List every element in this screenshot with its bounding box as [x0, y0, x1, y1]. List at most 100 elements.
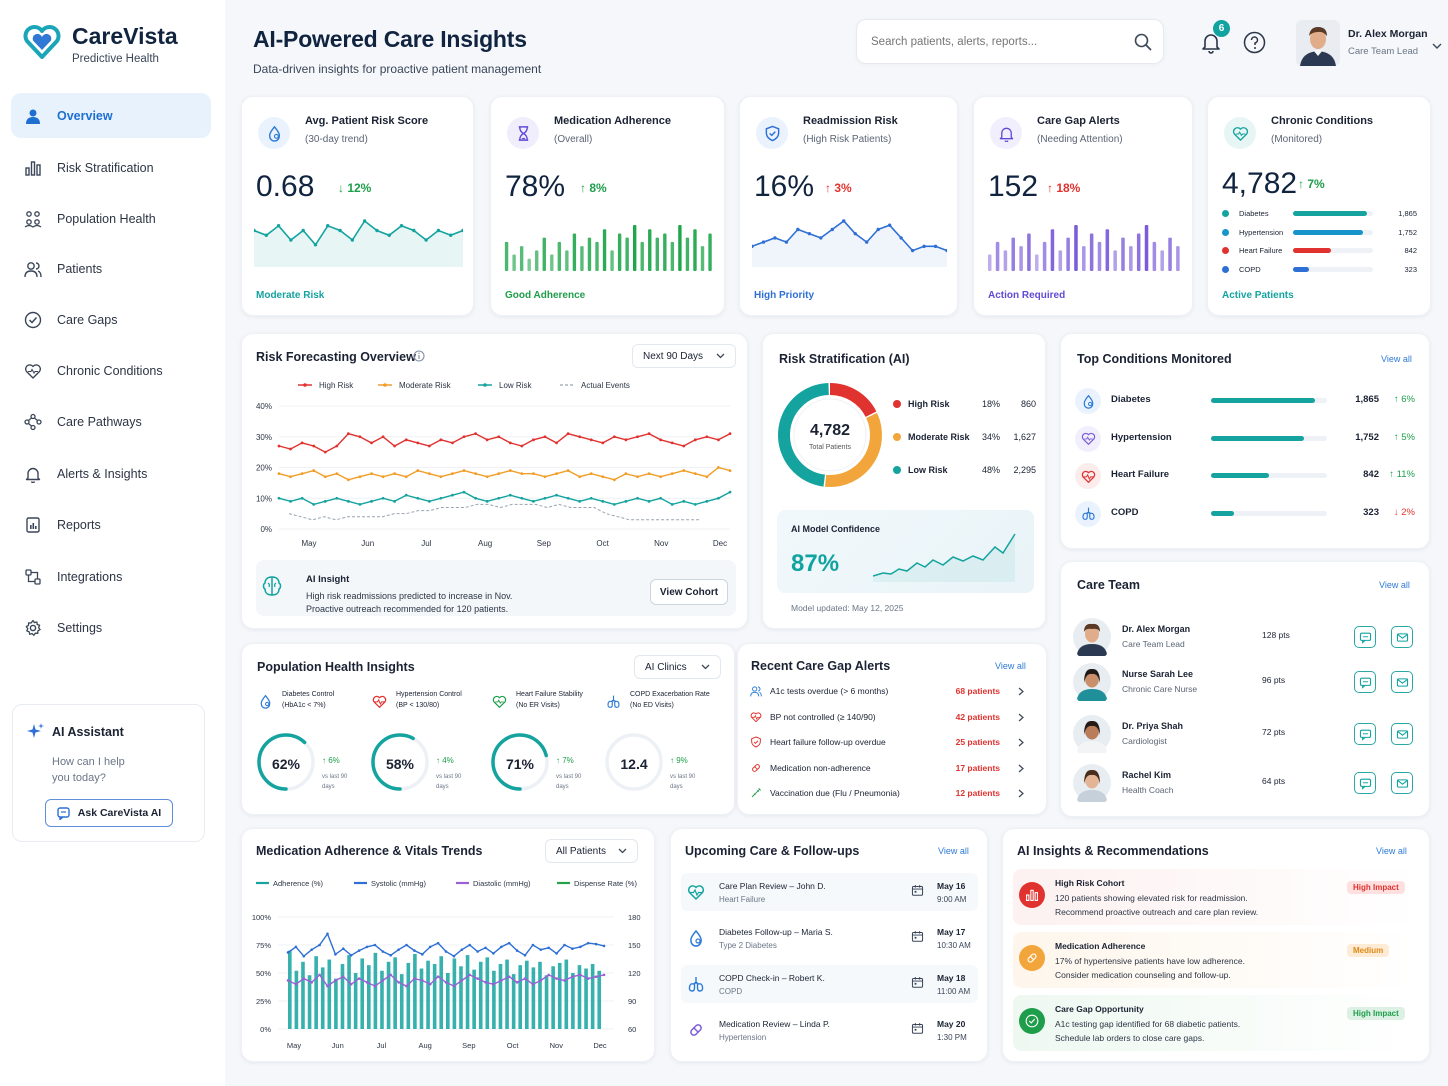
search-bar[interactable]	[856, 19, 1164, 64]
series-point	[365, 945, 369, 949]
series-point	[404, 475, 408, 479]
ai-recs-view-all[interactable]: View all	[1376, 846, 1407, 856]
sidebar-item-population-health[interactable]: Population Health	[11, 196, 211, 241]
adherence-bar	[577, 965, 582, 1029]
chronic-mini-value: 842	[1404, 246, 1417, 255]
chevron-right-icon[interactable]	[1018, 738, 1024, 747]
email-button[interactable]	[1391, 772, 1413, 794]
message-button[interactable]	[1354, 772, 1376, 794]
chevron-right-icon[interactable]	[1018, 789, 1024, 798]
followup-row[interactable]	[681, 919, 978, 957]
message-button[interactable]	[1354, 723, 1376, 745]
metric-note: vs last 90 days	[670, 774, 696, 790]
population-filter-select[interactable]: AI Clinics	[634, 655, 721, 679]
series-point	[659, 496, 663, 500]
series-point	[670, 472, 674, 476]
series-line-high-risk	[278, 432, 731, 453]
kpi-card-avg-patient-risk-score[interactable]: Avg. Patient Risk Score (30-day trend) 0.6…	[241, 96, 474, 316]
followup-row[interactable]	[681, 873, 978, 911]
recommendation-row[interactable]	[1013, 932, 1417, 988]
adherence-bar	[511, 974, 516, 1029]
page-subtitle: Data-driven insights for proactive patie…	[253, 62, 542, 76]
series-point	[497, 435, 501, 439]
metric-ring	[605, 733, 663, 791]
series-point	[563, 979, 566, 982]
followup-row[interactable]	[681, 965, 978, 1003]
patients-filter-select[interactable]: All Patients	[545, 839, 638, 863]
email-button[interactable]	[1391, 723, 1413, 745]
chevron-right-icon[interactable]	[1018, 713, 1024, 722]
kpi-card-readmission-risk[interactable]: Readmission Risk (High Risk Patients) 16% ↑…	[739, 96, 958, 316]
spark-bar	[670, 241, 675, 271]
recommendation-row[interactable]	[1013, 995, 1417, 1051]
search-input[interactable]	[871, 31, 1111, 53]
series-point	[404, 493, 408, 497]
spark-bar	[1035, 254, 1039, 271]
gap-alert-text: Medication non-adherence	[770, 762, 871, 773]
kpi-card-medication-adherence[interactable]: Medication Adherence (Overall) 78% ↑ 8% Good…	[490, 96, 725, 316]
condition-fill	[1211, 473, 1269, 478]
message-button[interactable]	[1354, 626, 1376, 648]
top-conditions-view-all[interactable]: View all	[1381, 354, 1412, 364]
series-point	[589, 472, 593, 476]
ai-insight-box: AI Insight High risk readmissions predic…	[256, 560, 736, 616]
message-button[interactable]	[1354, 671, 1376, 693]
spark-bar	[1129, 246, 1133, 271]
sidebar-item-overview[interactable]: Overview	[11, 93, 211, 138]
chevron-right-icon[interactable]	[1018, 764, 1024, 773]
kpi-card-chronic-conditions[interactable]: Chronic Conditions (Monitored) 4,782 ↑ 7% Ac…	[1207, 96, 1431, 316]
forecast-range-select[interactable]: Next 90 Days	[632, 344, 736, 368]
sidebar-item-alerts-insights[interactable]: Alerts & Insights	[11, 451, 211, 496]
condition-delta: ↑ 6%	[1393, 394, 1415, 405]
sidebar-item-care-gaps[interactable]: Care Gaps	[11, 297, 211, 342]
ask-ai-button[interactable]: Ask CareVista AI	[45, 799, 173, 827]
series-point	[474, 432, 477, 436]
spark-bar	[1089, 233, 1094, 271]
followups-view-all[interactable]: View all	[938, 846, 969, 856]
condition-icon-circle	[1075, 500, 1101, 527]
chevron-right-icon[interactable]	[1018, 687, 1024, 696]
sidebar-item-risk-stratification[interactable]: Risk Stratification	[11, 145, 211, 190]
series-point	[670, 503, 674, 506]
spark-line	[254, 219, 463, 247]
help-icon[interactable]	[1243, 31, 1266, 54]
spark-point	[289, 238, 293, 242]
sidebar-item-reports[interactable]: Reports	[11, 502, 211, 547]
sidebar-item-care-pathways[interactable]: Care Pathways	[11, 399, 211, 444]
series-point	[393, 499, 397, 503]
sidebar-item-integrations[interactable]: Integrations	[11, 554, 211, 599]
care-team-view-all[interactable]: View all	[1379, 580, 1410, 590]
followup-date: May 18	[937, 973, 966, 983]
series-point	[555, 493, 558, 497]
adherence-bar	[465, 955, 470, 1029]
x-tick-label: Jul	[377, 1041, 387, 1050]
user-avatar[interactable]	[1296, 20, 1340, 66]
notifications-button[interactable]: 6	[1199, 20, 1230, 57]
kpi-card-care-gap-alerts[interactable]: Care Gap Alerts (Needing Attention) 152 ↑ 1…	[973, 96, 1193, 316]
spark-point	[326, 224, 330, 228]
kpi-footer: Good Adherence	[505, 290, 586, 301]
email-button[interactable]	[1391, 626, 1413, 648]
spark-point	[461, 228, 463, 233]
series-point	[462, 469, 466, 472]
recommendation-icon-circle	[1019, 882, 1045, 908]
adherence-bar	[327, 959, 332, 1029]
series-point	[555, 441, 558, 445]
legend-dot	[1222, 210, 1229, 217]
series-point	[405, 984, 408, 988]
followup-row[interactable]	[681, 1011, 978, 1049]
view-cohort-button[interactable]: View Cohort	[650, 579, 728, 605]
ring-track	[605, 733, 663, 791]
shield-icon	[765, 125, 779, 141]
series-point	[485, 438, 489, 442]
search-icon[interactable]	[1134, 33, 1152, 51]
sidebar-item-chronic-conditions[interactable]: Chronic Conditions	[11, 348, 211, 393]
sidebar-item-settings[interactable]: Settings	[11, 605, 211, 650]
recommendation-row[interactable]	[1013, 869, 1417, 925]
x-tick-label: Oct	[596, 539, 609, 548]
email-button[interactable]	[1391, 671, 1413, 693]
sidebar-item-patients[interactable]: Patients	[11, 246, 211, 291]
gap-alerts-view-all[interactable]: View all	[995, 661, 1026, 671]
info-icon[interactable]	[413, 350, 425, 362]
chevron-down-icon[interactable]	[1432, 43, 1442, 50]
